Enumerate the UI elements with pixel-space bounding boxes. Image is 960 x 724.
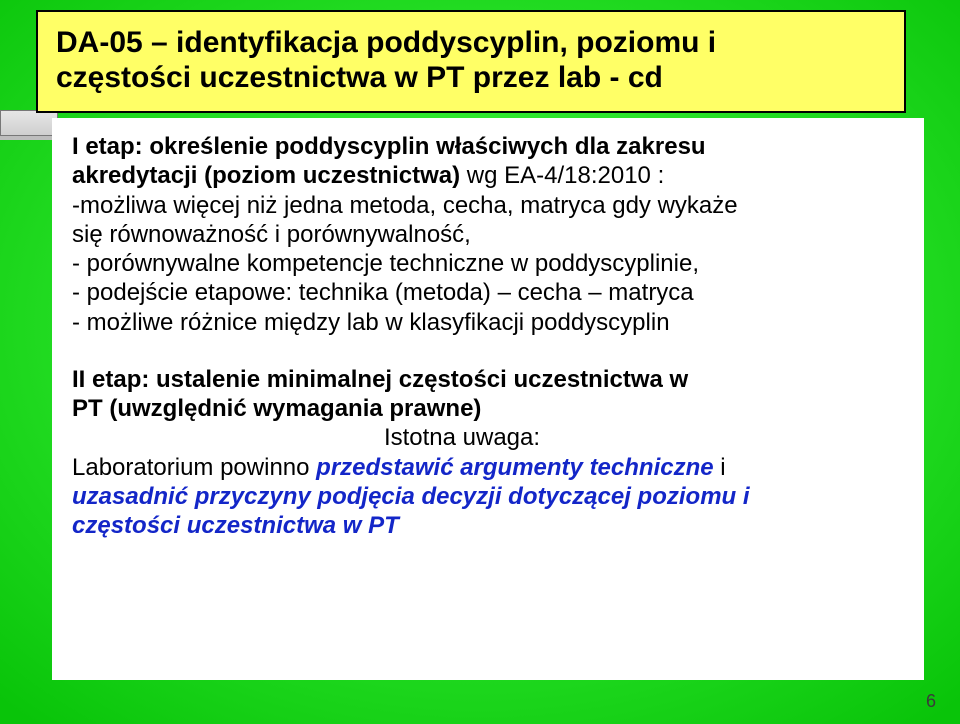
lab-l2-emph: uzasadnić przyczyny podjęcia decyzji dot… xyxy=(72,483,750,510)
spacer xyxy=(72,337,902,365)
lab-line2: uzasadnić przyczyny podjęcia decyzji dot… xyxy=(72,482,902,511)
lab-l3-emph: częstości uczestnictwa w PT xyxy=(72,512,399,539)
istotna-uwaga: Istotna uwaga: xyxy=(72,423,852,452)
etap1-line2: akredytacji (poziom uczestnictwa) wg EA-… xyxy=(72,161,902,190)
etap1-l2b: wg EA-4/18:2010 : xyxy=(460,162,664,189)
bullet3: - podejście etapowe: technika (metoda) –… xyxy=(72,278,902,307)
lab-line3: częstości uczestnictwa w PT xyxy=(72,511,902,540)
etap2-line2: PT (uwzględnić wymagania prawne) xyxy=(72,394,902,423)
etap1-line1: I etap: określenie poddyscyplin właściwy… xyxy=(72,132,902,161)
lab-l1c: i xyxy=(714,454,726,481)
decorative-bar xyxy=(0,110,58,136)
etap2-line1: II etap: ustalenie minimalnej częstości … xyxy=(72,365,902,394)
decorative-bar-shadow xyxy=(0,136,58,140)
bullet1-l2: się równoważność i porównywalność, xyxy=(72,220,902,249)
lab-l1a: Laboratorium powinno xyxy=(72,454,316,481)
slide-body: I etap: określenie poddyscyplin właściwy… xyxy=(72,132,902,540)
etap1-l1-text: I etap: określenie poddyscyplin właściwy… xyxy=(72,133,706,160)
lab-l1b-emph: przedstawić argumenty techniczne xyxy=(316,454,713,481)
title-box: DA-05 – identyfikacja poddyscyplin, pozi… xyxy=(36,10,906,113)
title-line-1: DA-05 – identyfikacja poddyscyplin, pozi… xyxy=(56,26,716,59)
etap1-l2a: akredytacji (poziom uczestnictwa) xyxy=(72,162,460,189)
lab-line1: Laboratorium powinno przedstawić argumen… xyxy=(72,453,902,482)
etap2-l2-text: PT (uwzględnić wymagania prawne) xyxy=(72,395,481,422)
bullet1-l1: -możliwa więcej niż jedna metoda, cecha,… xyxy=(72,191,902,220)
bullet2: - porównywalne kompetencje techniczne w … xyxy=(72,249,902,278)
slide-title: DA-05 – identyfikacja poddyscyplin, pozi… xyxy=(56,26,886,95)
title-line-2: częstości uczestnictwa w PT przez lab - … xyxy=(56,61,663,94)
etap2-l1-text: II etap: ustalenie minimalnej częstości … xyxy=(72,366,688,393)
page-number: 6 xyxy=(926,691,936,712)
bullet4: - możliwe różnice między lab w klasyfika… xyxy=(72,308,902,337)
